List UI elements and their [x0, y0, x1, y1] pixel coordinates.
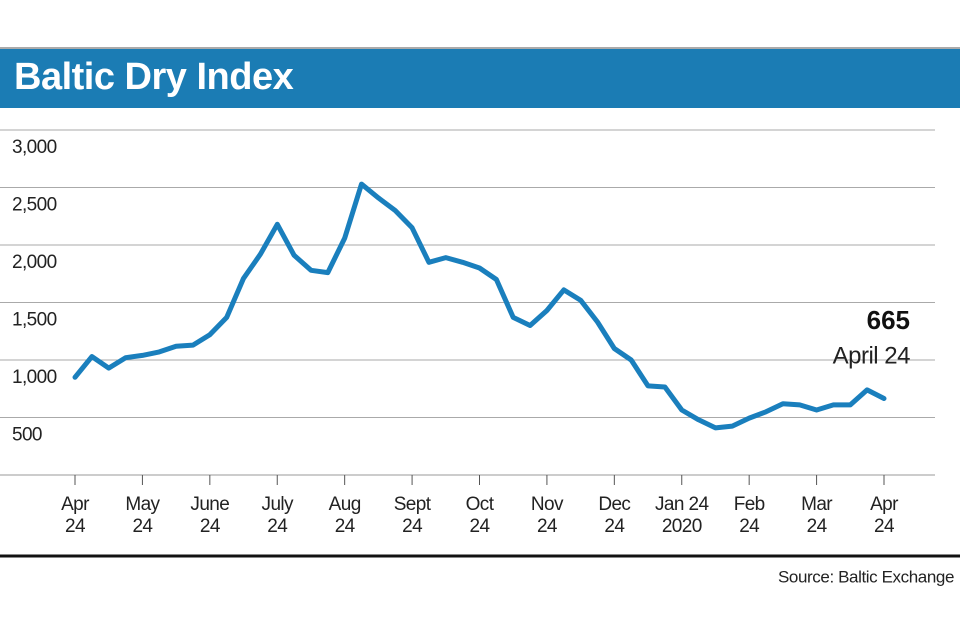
- x-tick-label: Apr 24: [61, 494, 90, 537]
- x-tick-label: Jan 24 2020: [655, 494, 709, 537]
- annotation: April 24: [833, 342, 911, 369]
- y-tick-label: 2,500: [12, 195, 57, 216]
- y-tick-label: 500: [12, 425, 42, 446]
- source: Source: Baltic Exchange: [778, 567, 954, 586]
- x-tick-label: July 24: [262, 494, 294, 537]
- x-tick-label: Apr 24: [870, 494, 899, 537]
- chart-title: Baltic Dry Index: [14, 56, 294, 98]
- x-tick-label: Sept 24: [394, 494, 432, 537]
- value-label: 665: [867, 305, 910, 335]
- x-tick-label: Feb 24: [734, 494, 765, 537]
- x-tick-label: June 24: [190, 494, 229, 537]
- y-tick-label: 3,000: [12, 137, 57, 158]
- x-tick-label: Nov 24: [531, 494, 564, 537]
- y-tick-label: 2,000: [12, 252, 57, 273]
- series-line: [72, 181, 887, 431]
- x-tick-label: Mar 24: [801, 494, 833, 537]
- x-tick-label: Dec 24: [598, 494, 630, 537]
- title-banner: [0, 49, 960, 108]
- x-tick-label: May 24: [125, 494, 160, 537]
- y-tick-label: 1,500: [12, 310, 57, 331]
- y-tick-label: 1,000: [12, 367, 57, 388]
- x-tick-label: Aug 24: [329, 494, 361, 537]
- x-tick-label: Oct 24: [466, 494, 495, 537]
